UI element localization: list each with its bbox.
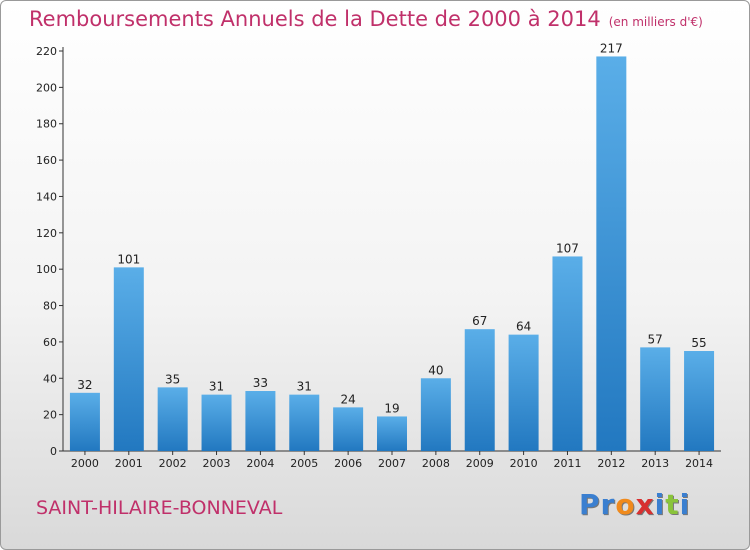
- bar: [684, 351, 715, 451]
- bar-value-label: 57: [648, 332, 663, 346]
- title-text: Remboursements Annuels de la Dette de 20…: [29, 7, 601, 31]
- bar-value-label: 101: [117, 252, 140, 266]
- y-tick-label: 120: [36, 227, 57, 240]
- bar-value-label: 67: [472, 314, 487, 328]
- x-tick-label: 2005: [290, 457, 318, 470]
- y-tick-label: 40: [43, 372, 57, 385]
- y-tick-label: 100: [36, 263, 57, 276]
- x-tick-label: 2003: [203, 457, 231, 470]
- bar-value-label: 40: [428, 363, 443, 377]
- y-tick-label: 220: [36, 45, 57, 58]
- logo-letter: i: [679, 488, 691, 521]
- bar: [640, 347, 671, 451]
- logo-letter: x: [635, 488, 655, 521]
- y-tick-label: 60: [43, 336, 57, 349]
- x-tick-label: 2004: [246, 457, 274, 470]
- bar: [289, 394, 320, 451]
- commune-name: SAINT-HILAIRE-BONNEVAL: [36, 497, 283, 519]
- y-tick-label: 20: [43, 409, 57, 422]
- logo-letter: o: [615, 488, 636, 521]
- logo-letter: i: [654, 488, 666, 521]
- title-unit: (en milliers d'€): [608, 15, 703, 29]
- bar: [333, 407, 364, 451]
- bar-value-label: 217: [600, 41, 623, 55]
- bar-value-label: 64: [516, 320, 531, 334]
- y-tick-label: 140: [36, 190, 57, 203]
- y-tick-label: 160: [36, 154, 57, 167]
- bar-value-label: 24: [340, 392, 355, 406]
- plot-area: 0 20 40 60 80 100 120 140 160 180 200 220 32 2000 101 2…: [36, 41, 721, 470]
- proxiti-logo: Proxiti: [579, 488, 690, 521]
- bar: [420, 378, 451, 451]
- bar: [201, 394, 232, 451]
- bar-value-label: 55: [691, 336, 706, 350]
- x-tick-label: 2012: [597, 457, 625, 470]
- x-tick-label: 2001: [115, 457, 143, 470]
- bar-value-label: 19: [384, 401, 399, 415]
- bar: [596, 56, 627, 452]
- y-tick-label: 80: [43, 300, 57, 313]
- x-tick-label: 2000: [71, 457, 99, 470]
- logo-letter: P: [579, 488, 601, 521]
- x-tick-label: 2002: [159, 457, 187, 470]
- bar: [157, 387, 188, 451]
- chart-title: Remboursements Annuels de la Dette de 20…: [29, 7, 703, 31]
- bar: [69, 392, 100, 451]
- logo-letter: r: [600, 488, 616, 521]
- x-tick-label: 2011: [553, 457, 581, 470]
- y-tick-label: 200: [36, 81, 57, 94]
- x-tick-label: 2007: [378, 457, 406, 470]
- x-tick-label: 2010: [510, 457, 538, 470]
- x-tick-label: 2006: [334, 457, 362, 470]
- bar-value-label: 31: [209, 380, 224, 394]
- y-tick-label: 0: [50, 445, 57, 458]
- bar: [113, 267, 144, 451]
- bar: [552, 256, 583, 451]
- bar: [508, 334, 539, 451]
- x-tick-label: 2013: [641, 457, 669, 470]
- x-tick-label: 2009: [466, 457, 494, 470]
- x-tick-label: 2008: [422, 457, 450, 470]
- bar: [245, 391, 276, 451]
- logo-letter: t: [665, 488, 680, 521]
- bar-value-label: 32: [77, 378, 92, 392]
- y-tick-label: 180: [36, 118, 57, 131]
- bar-value-label: 35: [165, 372, 180, 386]
- x-tick-label: 2014: [685, 457, 713, 470]
- bar: [464, 329, 495, 451]
- bar-value-label: 107: [556, 241, 579, 255]
- bar: [377, 416, 407, 451]
- bar-value-label: 33: [253, 376, 268, 390]
- bar-value-label: 31: [297, 380, 312, 394]
